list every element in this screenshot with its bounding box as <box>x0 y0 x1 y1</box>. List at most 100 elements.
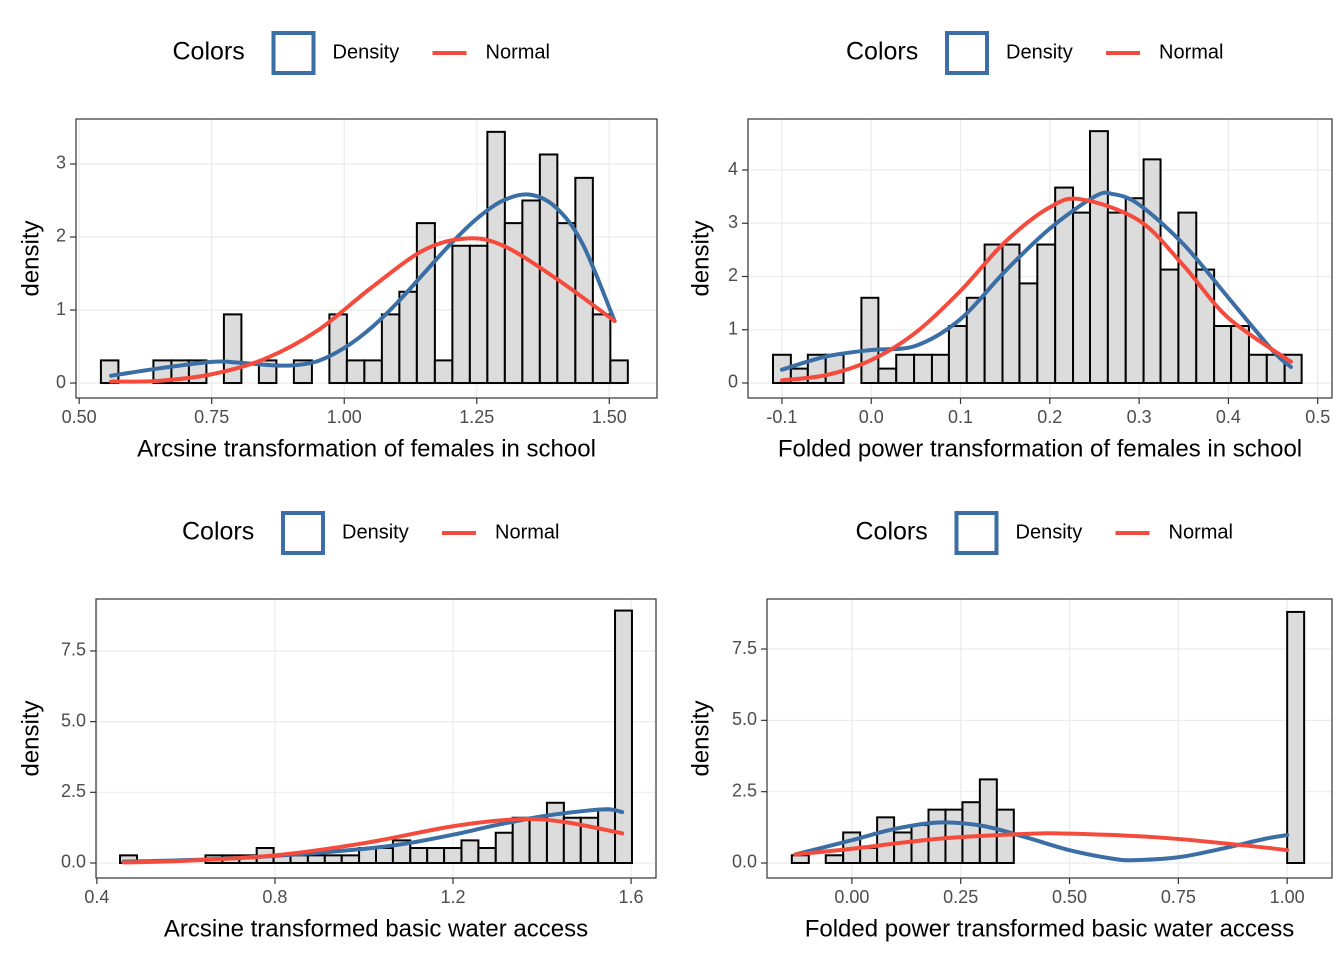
legend-key <box>271 31 316 75</box>
curve <box>793 831 1290 857</box>
x-tick-label: 0.50 <box>1052 887 1087 907</box>
x-tick-label: 0.00 <box>834 887 869 907</box>
histogram-bar <box>824 353 845 384</box>
histogram-bar <box>1124 197 1145 384</box>
histogram-bar <box>363 359 383 385</box>
y-tick-label: 2 <box>56 226 66 246</box>
legend-title: Colors <box>846 38 918 66</box>
legend-label: Density <box>1016 521 1083 543</box>
histogram-bar <box>961 801 981 864</box>
histogram-bar <box>893 831 913 864</box>
curve <box>779 190 1293 372</box>
x-axis-label: Folded power transformed basic water acc… <box>805 915 1295 942</box>
histogram-bar <box>521 199 541 385</box>
legend-label: Normal <box>495 521 559 543</box>
histogram-bar <box>1018 282 1039 384</box>
histogram-bar <box>380 313 401 385</box>
panel: 0 1 2 3 0.50 0.75 1.00 1.25 1.50 Arcsine transfor… <box>17 31 658 462</box>
histogram-bar <box>556 222 577 385</box>
histogram-bar <box>910 824 930 864</box>
histogram-bar <box>426 847 446 864</box>
y-tick-label: 3 <box>56 153 66 173</box>
x-tick-label: 1.50 <box>592 407 627 427</box>
histogram-bar <box>340 854 361 864</box>
histogram-bar <box>345 359 366 385</box>
histogram-bar <box>978 778 998 864</box>
legend: Colors Density Normal <box>856 511 1233 555</box>
curve <box>108 236 617 384</box>
plot-border <box>95 598 657 879</box>
x-axis-label: Arcsine transformed basic water access <box>164 915 588 942</box>
histogram-bar <box>477 847 497 864</box>
legend-label: Normal <box>486 41 550 63</box>
x-tick-label: 0.5 <box>1305 407 1330 427</box>
legend-title: Colors <box>173 38 245 66</box>
histogram-bar <box>1177 211 1198 384</box>
histogram-bar <box>930 353 950 384</box>
histogram-bar <box>609 359 629 385</box>
histogram-bar <box>947 325 968 384</box>
histogram-bar <box>511 816 531 864</box>
legend: Colors Density Normal <box>846 31 1223 75</box>
y-tick-label: 0.0 <box>732 852 757 872</box>
histogram-bar <box>323 854 343 864</box>
plot-border <box>75 118 658 399</box>
histogram-bar <box>591 313 612 385</box>
x-tick-label: 0.2 <box>1037 407 1062 427</box>
histogram-bar <box>468 244 489 385</box>
histogram-bar <box>983 243 1004 384</box>
histogram-bar <box>460 839 480 864</box>
histogram-bar <box>1247 353 1268 384</box>
legend-label: Normal <box>1169 521 1233 543</box>
histogram-bar <box>1142 158 1162 384</box>
histogram-bar <box>876 816 896 864</box>
x-tick-label: 0.1 <box>948 407 973 427</box>
x-tick-label: 0.25 <box>943 887 978 907</box>
y-axis-label: density <box>17 700 44 776</box>
x-tick-label: 0.4 <box>84 887 109 907</box>
legend-label: Density <box>333 41 400 63</box>
histogram-bar <box>877 367 898 384</box>
x-tick-label: -0.1 <box>766 407 797 427</box>
legend-label: Density <box>1006 41 1073 63</box>
histogram-bar <box>433 359 454 385</box>
y-tick-label: 5.0 <box>61 710 86 730</box>
plot-border <box>747 118 1333 399</box>
legend-title: Colors <box>856 518 928 546</box>
y-tick-label: 2.5 <box>732 780 757 800</box>
y-axis-label: density <box>17 220 44 296</box>
x-tick-label: 1.00 <box>327 407 362 427</box>
legend-key <box>281 511 325 555</box>
histogram-bar <box>927 808 947 864</box>
y-tick-label: 1 <box>56 299 66 319</box>
histogram-bar <box>222 313 243 385</box>
histogram-bar <box>375 847 394 864</box>
histogram-bar <box>1089 130 1109 384</box>
y-tick-label: 7.5 <box>732 638 757 658</box>
x-tick-label: 0.75 <box>1161 887 1196 907</box>
x-tick-label: 1.00 <box>1270 887 1305 907</box>
histogram-bar <box>415 222 436 385</box>
histogram-bar <box>443 847 463 864</box>
histogram-bar <box>1106 211 1127 384</box>
legend: Colors Density Normal <box>173 31 550 75</box>
plot-border <box>766 598 1333 879</box>
x-tick-label: 0.75 <box>194 407 229 427</box>
histogram-bar <box>409 847 429 864</box>
histogram-bar <box>790 854 810 864</box>
histogram-bar <box>494 831 514 864</box>
histogram-bar <box>895 353 916 384</box>
y-tick-label: 2 <box>728 265 738 285</box>
histogram-bar <box>486 130 506 385</box>
legend: Colors Density Normal <box>182 511 559 555</box>
histogram-bar <box>1230 325 1250 384</box>
legend-key <box>945 31 989 75</box>
y-tick-label: 4 <box>728 159 738 179</box>
y-tick-label: 0 <box>728 372 738 392</box>
histogram-bar <box>859 846 879 864</box>
histogram-bar <box>1159 268 1180 384</box>
x-tick-label: 1.25 <box>459 407 494 427</box>
y-tick-label: 2.5 <box>61 781 86 801</box>
